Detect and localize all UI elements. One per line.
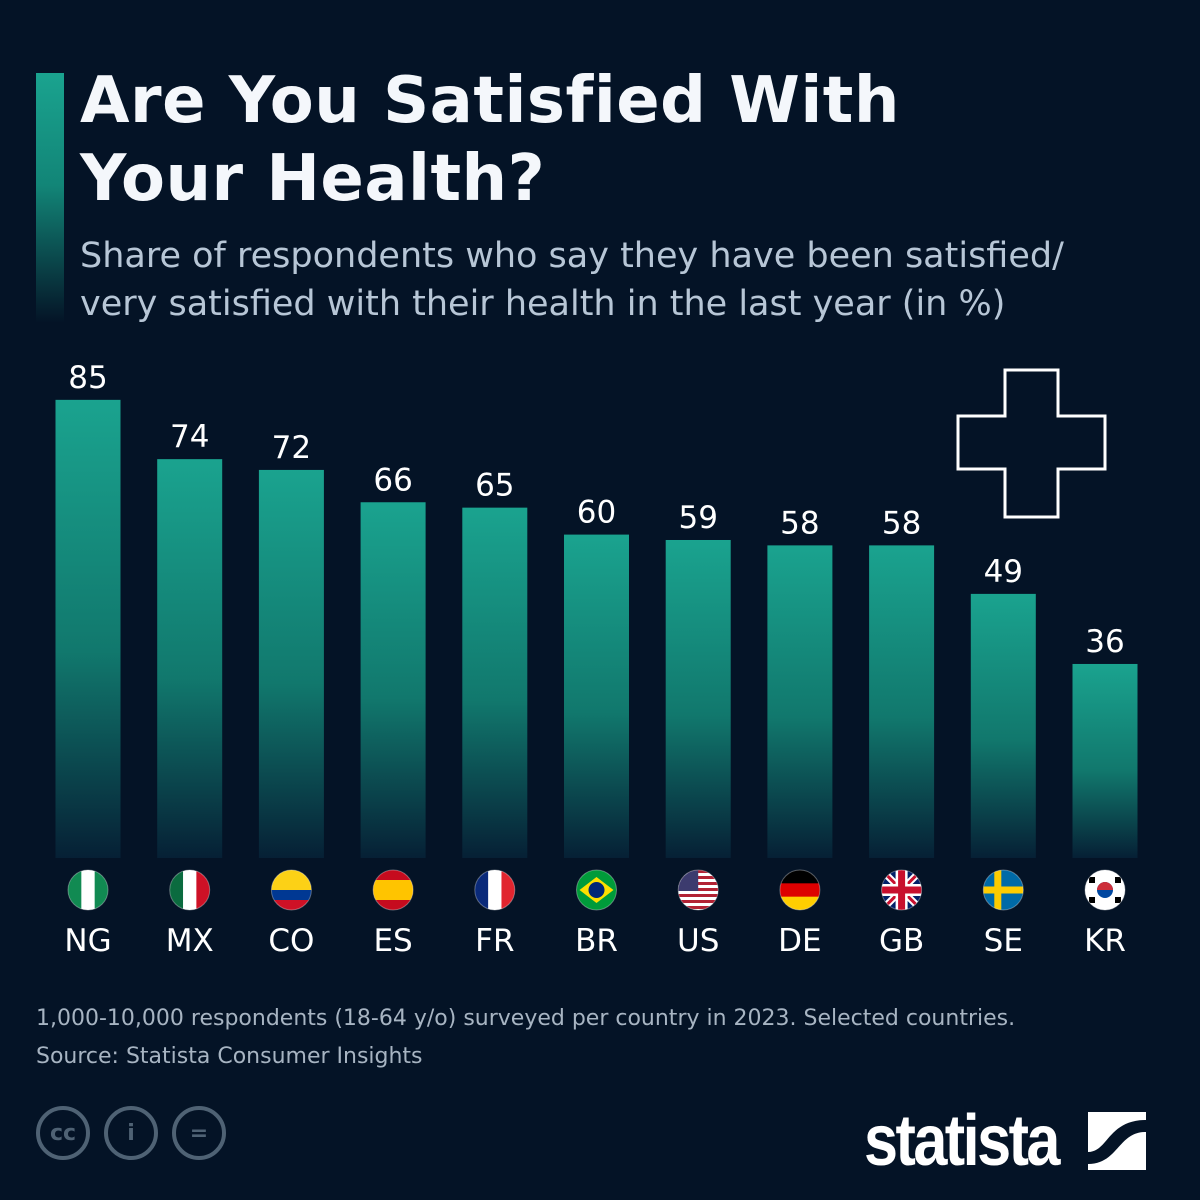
data-label-US: 59 xyxy=(678,500,717,536)
tick-label-FR: FR xyxy=(475,923,514,959)
data-label-BR: 60 xyxy=(577,495,616,531)
flag-NG-icon xyxy=(67,869,109,911)
tick-label-CO: CO xyxy=(268,923,314,959)
tick-label-ES: ES xyxy=(373,923,412,959)
bar-chart: 85 NG 74 MX 72 CO 66 ES 65 FR 60 BR 59 US 58 DE 58 GB 49 SE… xyxy=(55,360,1138,959)
data-label-GB: 58 xyxy=(882,505,921,541)
tick-label-US: US xyxy=(677,923,719,959)
flag-CO-icon xyxy=(270,869,312,911)
tick-label-KR: KR xyxy=(1084,923,1126,959)
data-label-FR: 65 xyxy=(475,468,514,504)
brand-name: statista xyxy=(864,1101,1060,1181)
tick-label-SE: SE xyxy=(984,923,1023,959)
title-accent-bar xyxy=(36,73,64,323)
data-label-DE: 58 xyxy=(780,505,819,541)
flag-BR-icon xyxy=(576,869,617,911)
subtitle-line-1: Share of respondents who say they have b… xyxy=(80,236,1064,276)
tick-label-BR: BR xyxy=(575,923,618,959)
flag-ES-icon xyxy=(372,869,414,911)
bar-GB xyxy=(869,545,935,858)
bar-SE xyxy=(970,593,1036,858)
medical-cross-icon xyxy=(956,368,1107,519)
data-label-CO: 72 xyxy=(272,430,311,466)
subtitle: Share of respondents who say they have b… xyxy=(80,232,1180,328)
cc-icon: cc xyxy=(36,1106,90,1160)
data-label-SE: 49 xyxy=(984,554,1023,590)
flag-GB-icon xyxy=(881,869,923,911)
bar-MX xyxy=(157,459,223,858)
bar-US xyxy=(665,539,731,858)
tick-label-MX: MX xyxy=(166,923,214,959)
bar-BR xyxy=(564,534,629,858)
data-label-NG: 85 xyxy=(68,360,107,396)
data-label-ES: 66 xyxy=(373,462,412,498)
bar-ES xyxy=(360,502,426,858)
tick-label-GB: GB xyxy=(879,923,924,959)
flag-MX-icon xyxy=(169,869,211,911)
tick-label-DE: DE xyxy=(778,923,821,959)
flag-KR-icon xyxy=(1084,869,1126,911)
flag-DE-icon xyxy=(779,869,821,911)
tick-label-NG: NG xyxy=(64,923,111,959)
flag-FR-icon xyxy=(474,869,516,911)
bar-KR xyxy=(1072,663,1138,858)
statista-logo: statista xyxy=(864,1100,1147,1182)
data-label-MX: 74 xyxy=(170,419,209,455)
license-icons: cc i = xyxy=(36,1106,226,1160)
bar-FR xyxy=(462,507,528,858)
flag-SE-icon xyxy=(982,869,1024,911)
page-title: Are You Satisfied With Your Health? xyxy=(80,64,900,216)
attribution-icon: i xyxy=(104,1106,158,1160)
survey-note: 1,000-10,000 respondents (18-64 y/o) sur… xyxy=(36,1006,1016,1031)
bar-DE xyxy=(767,545,833,858)
flag-US-icon xyxy=(677,869,719,911)
subtitle-line-2: very satisfied with their health in the … xyxy=(80,284,1006,324)
no-derivatives-icon: = xyxy=(172,1106,226,1160)
bar-CO xyxy=(258,469,324,858)
statista-logo-icon xyxy=(1088,1112,1147,1170)
source: Source: Statista Consumer Insights xyxy=(36,1044,423,1069)
data-label-KR: 36 xyxy=(1085,624,1124,660)
bar-NG xyxy=(55,399,121,858)
footnote: 1,000-10,000 respondents (18-64 y/o) sur… xyxy=(36,1000,1015,1076)
